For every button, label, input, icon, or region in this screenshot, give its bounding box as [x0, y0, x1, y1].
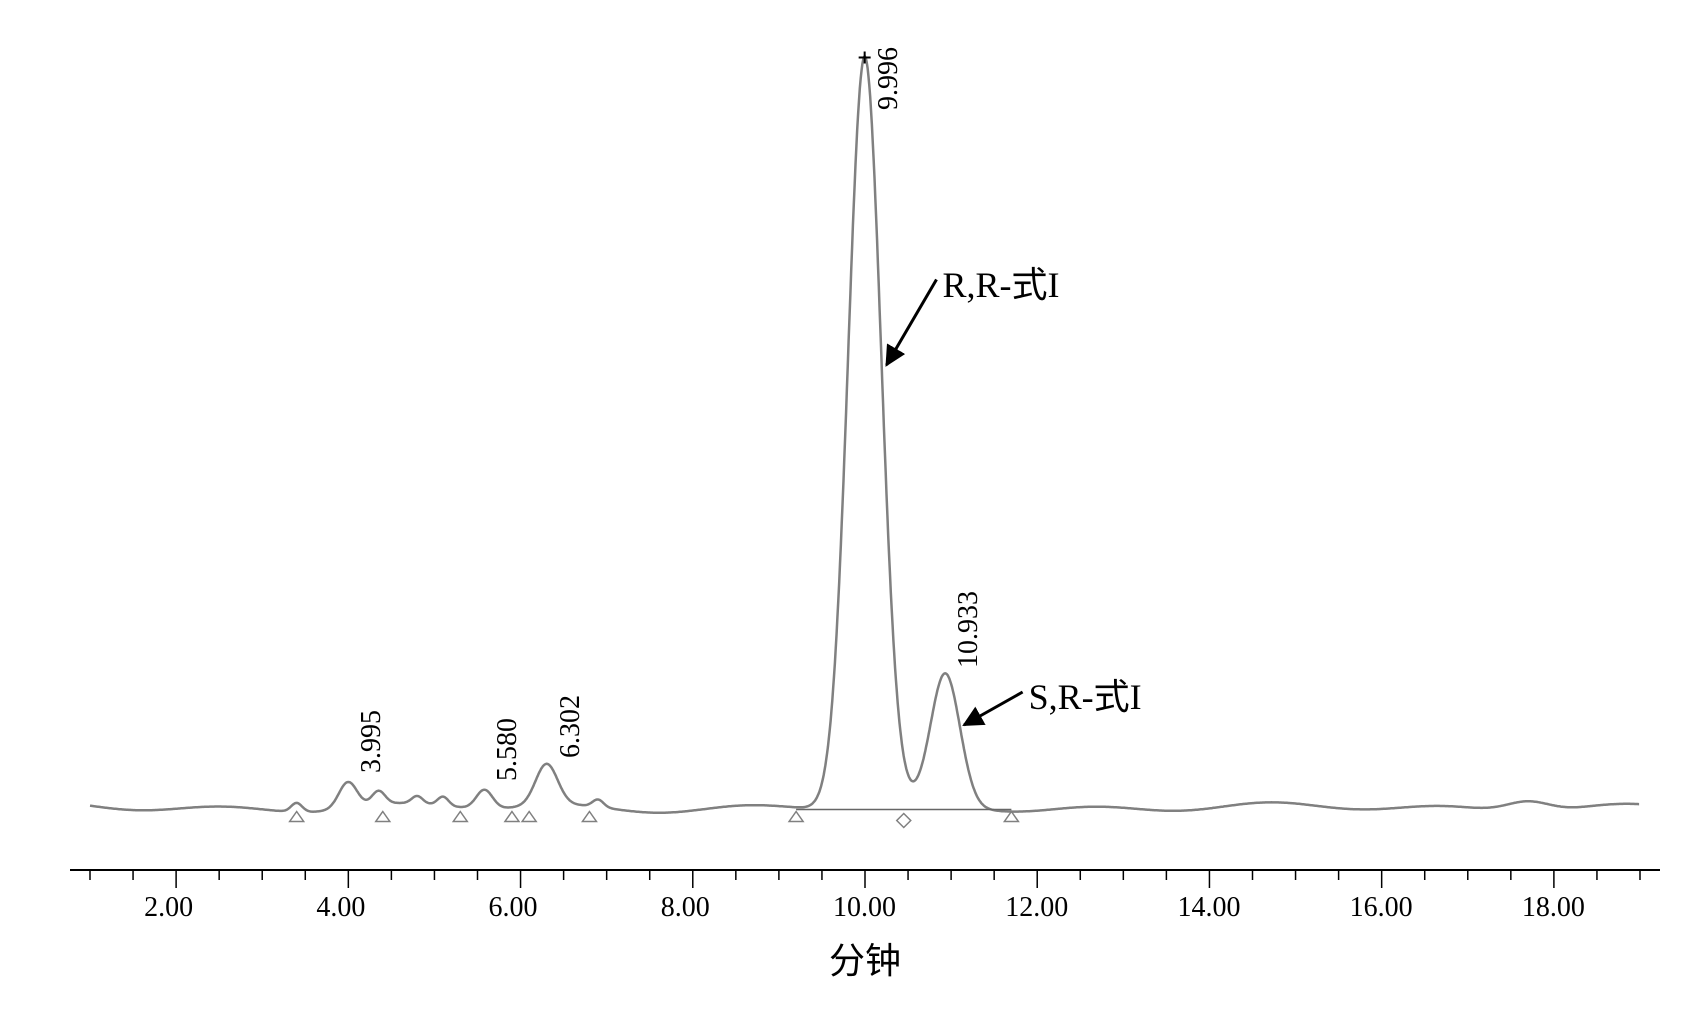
- trace-line: [90, 57, 1639, 813]
- peak-rt-label: 6.302: [555, 695, 587, 758]
- x-tick-label: 2.00: [144, 892, 193, 924]
- peak-rt-label: 3.995: [356, 710, 388, 773]
- chromatogram-chart: [0, 0, 1689, 1024]
- x-tick-label: 16.00: [1350, 892, 1413, 924]
- peak-marker-triangle: [1004, 812, 1018, 822]
- annotation-arrow: [964, 692, 1023, 725]
- x-tick-label: 10.00: [833, 892, 896, 924]
- x-tick-label: 6.00: [489, 892, 538, 924]
- x-tick-label: 12.00: [1005, 892, 1068, 924]
- x-tick-label: 18.00: [1522, 892, 1585, 924]
- peak-marker-triangle: [522, 812, 536, 822]
- x-tick-label: 4.00: [316, 892, 365, 924]
- x-axis-title: 分钟: [829, 932, 901, 984]
- peak-marker-triangle: [290, 812, 304, 822]
- x-tick-label: 14.00: [1177, 892, 1240, 924]
- peak-marker-triangle: [453, 812, 467, 822]
- peak-marker-diamond: [897, 814, 911, 828]
- peak-marker-triangle: [376, 812, 390, 822]
- annotation-text: R,R-式I: [943, 256, 1060, 308]
- annotation-arrow: [887, 280, 937, 366]
- peak-rt-label: 10.933: [953, 591, 985, 668]
- peak-marker-triangle: [505, 812, 519, 822]
- annotation-text: S,R-式I: [1029, 668, 1142, 720]
- peak-marker-triangle: [582, 812, 596, 822]
- peak-marker-triangle: [789, 812, 803, 822]
- peak-rt-label: 5.580: [492, 718, 524, 781]
- peak-rt-label: 9.996: [873, 47, 905, 110]
- x-tick-label: 8.00: [661, 892, 710, 924]
